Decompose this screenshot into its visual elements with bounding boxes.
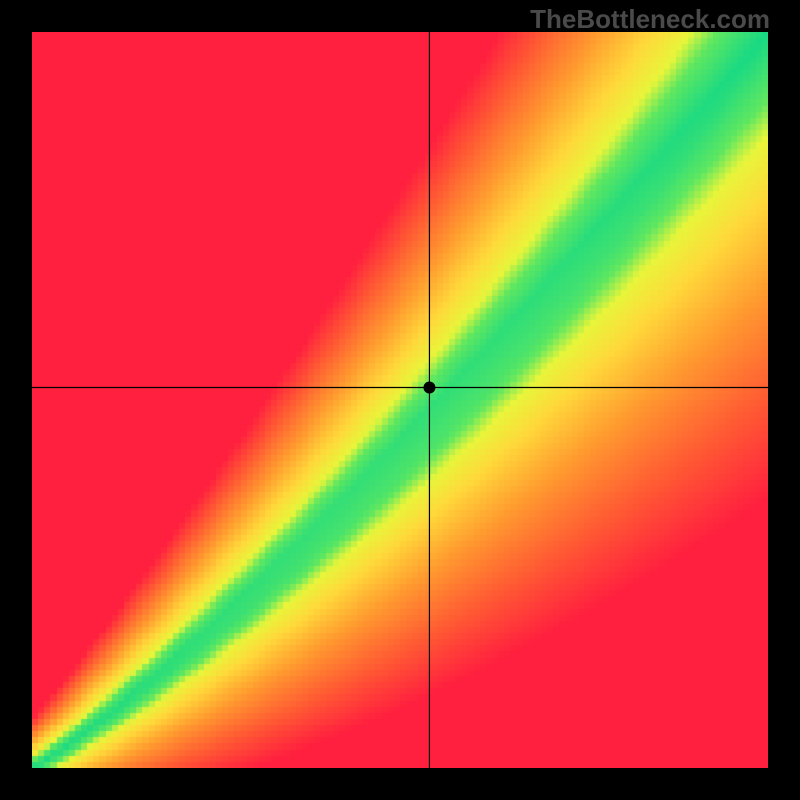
chart-container: TheBottleneck.com xyxy=(0,0,800,800)
watermark-text: TheBottleneck.com xyxy=(530,4,770,35)
bottleneck-heatmap xyxy=(32,32,768,768)
